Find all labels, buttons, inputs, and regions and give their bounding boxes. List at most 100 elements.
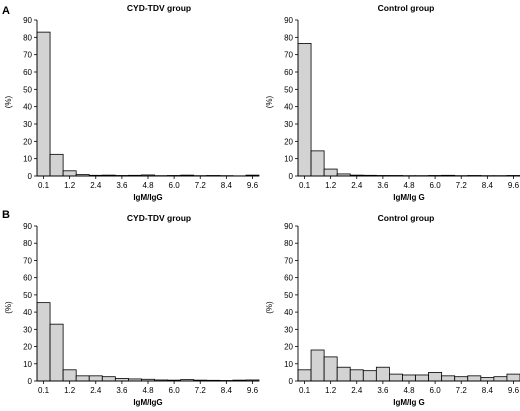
bar bbox=[336, 366, 351, 382]
y-tick-label: 70 bbox=[23, 51, 32, 60]
x-tick-label: 2.4 bbox=[351, 386, 363, 395]
x-tick-label: 3.6 bbox=[377, 386, 389, 395]
chart-title: Control group bbox=[378, 3, 435, 13]
x-tick-label: 7.2 bbox=[456, 181, 468, 190]
charts-container: CYD-TDV group (%) 0 10 20 30 40 50 60 70 80 90 0.1 1.… bbox=[4, 3, 520, 407]
y-tick-label: 0 bbox=[289, 377, 294, 386]
y-tick-label: 60 bbox=[284, 274, 293, 283]
x-tick-label: 4.8 bbox=[403, 181, 415, 190]
bar bbox=[297, 43, 312, 177]
x-tick-label: 0.1 bbox=[38, 386, 50, 395]
x-tick-label: 8.4 bbox=[221, 386, 233, 395]
y-tick-label: 60 bbox=[23, 274, 32, 283]
chart-panel-4: Control group (%) 0 10 20 30 40 50 60 70 80 90 0.1 1.… bbox=[265, 213, 520, 407]
x-tick-label: 3.6 bbox=[377, 181, 389, 190]
bar bbox=[349, 369, 364, 382]
bar bbox=[62, 369, 77, 382]
bar bbox=[49, 323, 64, 382]
x-tick-label: 0.1 bbox=[299, 181, 311, 190]
y-axis-label: (%) bbox=[265, 301, 274, 314]
x-tick-label: 1.2 bbox=[64, 181, 76, 190]
y-tick-label: 20 bbox=[23, 343, 32, 352]
y-tick-label: 60 bbox=[284, 68, 293, 77]
y-tick-label: 40 bbox=[284, 308, 293, 317]
bar bbox=[323, 356, 338, 382]
y-tick-label: 70 bbox=[284, 256, 293, 265]
x-tick-label: 6.0 bbox=[430, 386, 442, 395]
bar bbox=[454, 376, 469, 382]
y-tick-label: 80 bbox=[284, 239, 293, 248]
chart-title: CYD-TDV group bbox=[127, 3, 191, 13]
bar bbox=[467, 375, 482, 382]
y-tick-label: 80 bbox=[23, 33, 32, 42]
y-tick-label: 80 bbox=[23, 239, 32, 248]
y-tick-label: 10 bbox=[23, 360, 32, 369]
y-tick-label: 10 bbox=[23, 155, 32, 164]
y-tick-label: 40 bbox=[23, 103, 32, 112]
y-tick-label: 30 bbox=[23, 120, 32, 129]
chart-title: CYD-TDV group bbox=[127, 213, 191, 223]
y-tick-label: 0 bbox=[28, 172, 33, 181]
bar bbox=[310, 349, 325, 382]
y-tick-label: 0 bbox=[28, 377, 33, 386]
bar bbox=[428, 371, 443, 382]
bar bbox=[36, 31, 51, 177]
bar bbox=[402, 374, 416, 382]
x-tick-label: 1.2 bbox=[325, 386, 337, 395]
x-tick-label: 3.6 bbox=[116, 181, 128, 190]
y-tick-label: 90 bbox=[23, 16, 32, 25]
x-tick-label: 9.6 bbox=[508, 181, 520, 190]
bar bbox=[362, 370, 377, 382]
y-tick-label: 40 bbox=[23, 308, 32, 317]
x-tick-label: 3.6 bbox=[116, 386, 128, 395]
x-axis-label: IgM/Ig G bbox=[393, 193, 425, 202]
y-tick-label: 50 bbox=[23, 85, 32, 94]
y-axis-label: (%) bbox=[265, 95, 274, 108]
bar bbox=[101, 376, 116, 382]
x-tick-label: 0.1 bbox=[299, 386, 311, 395]
x-tick-label: 2.4 bbox=[90, 386, 102, 395]
y-tick-label: 80 bbox=[284, 33, 293, 42]
x-tick-label: 9.6 bbox=[508, 386, 520, 395]
panel-label-b: B bbox=[2, 209, 10, 221]
chart-panel-2: Control group (%) 0 10 20 30 40 50 60 70 80 90 0.1 1.… bbox=[265, 3, 520, 202]
y-tick-label: 90 bbox=[23, 222, 32, 231]
y-tick-label: 50 bbox=[23, 291, 32, 300]
y-axis-label: (%) bbox=[4, 301, 13, 314]
y-tick-label: 90 bbox=[284, 222, 293, 231]
x-axis-label: IgM/IgG bbox=[133, 193, 162, 202]
bar bbox=[415, 374, 429, 382]
x-tick-label: 7.2 bbox=[456, 386, 468, 395]
y-tick-label: 90 bbox=[284, 16, 293, 25]
x-tick-label: 6.0 bbox=[169, 181, 181, 190]
y-tick-label: 30 bbox=[284, 120, 293, 129]
y-tick-label: 70 bbox=[284, 51, 293, 60]
x-tick-label: 7.2 bbox=[195, 386, 207, 395]
bar bbox=[493, 376, 508, 382]
bar bbox=[297, 369, 312, 382]
y-tick-label: 70 bbox=[23, 256, 32, 265]
bar bbox=[506, 373, 520, 382]
bar bbox=[49, 153, 64, 177]
y-axis-label: (%) bbox=[4, 95, 13, 108]
y-tick-label: 60 bbox=[23, 68, 32, 77]
x-axis-label: IgM/IgG bbox=[133, 398, 162, 407]
y-tick-label: 50 bbox=[284, 291, 293, 300]
chart-title: Control group bbox=[378, 213, 435, 223]
bar bbox=[375, 366, 390, 382]
x-tick-label: 4.8 bbox=[403, 386, 415, 395]
bar bbox=[88, 375, 103, 382]
bar bbox=[441, 375, 456, 382]
bar bbox=[480, 377, 495, 382]
bar bbox=[389, 373, 403, 382]
x-tick-label: 2.4 bbox=[351, 181, 363, 190]
y-tick-label: 30 bbox=[23, 325, 32, 334]
y-tick-label: 0 bbox=[289, 172, 294, 181]
bar bbox=[323, 168, 338, 177]
x-axis-label: IgM/Ig G bbox=[393, 398, 425, 407]
x-tick-label: 0.1 bbox=[38, 181, 50, 190]
x-tick-label: 8.4 bbox=[482, 386, 494, 395]
bar bbox=[36, 302, 51, 382]
x-tick-label: 7.2 bbox=[195, 181, 207, 190]
